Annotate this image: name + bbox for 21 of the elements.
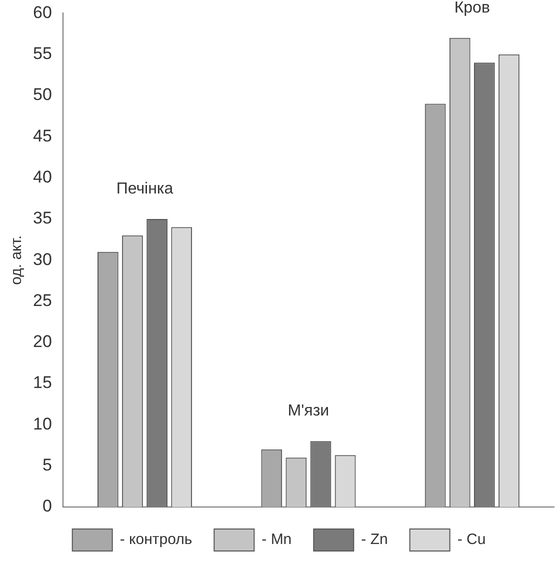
y-tick-label: 10	[32, 414, 52, 434]
y-tick-label: 15	[32, 373, 52, 392]
y-tick-label: 5	[42, 456, 52, 475]
y-tick-label: 0	[42, 496, 52, 516]
y-tick-label: 55	[32, 44, 52, 64]
x-tick-label: Печінка	[116, 180, 174, 198]
x-tick-label: М'язи	[288, 402, 330, 420]
y-tick-label: 60	[32, 2, 52, 22]
legend-label: - контроль	[120, 531, 192, 548]
y-tick-label: 45	[32, 126, 52, 146]
legend-label: - Mn	[262, 531, 292, 548]
legend-label: - Zn	[361, 531, 388, 548]
legend-label: - Cu	[457, 531, 486, 548]
y-axis-title: од. акт.	[8, 235, 26, 285]
y-tick-label: 30	[32, 250, 52, 269]
y-tick-label: 50	[32, 85, 52, 104]
y-tick-label: 20	[32, 332, 52, 352]
x-tick-label: Кров	[454, 0, 490, 16]
y-tick-label: 25	[32, 290, 52, 310]
y-tick-label: 35	[32, 208, 52, 228]
y-tick-label: 40	[32, 167, 52, 186]
